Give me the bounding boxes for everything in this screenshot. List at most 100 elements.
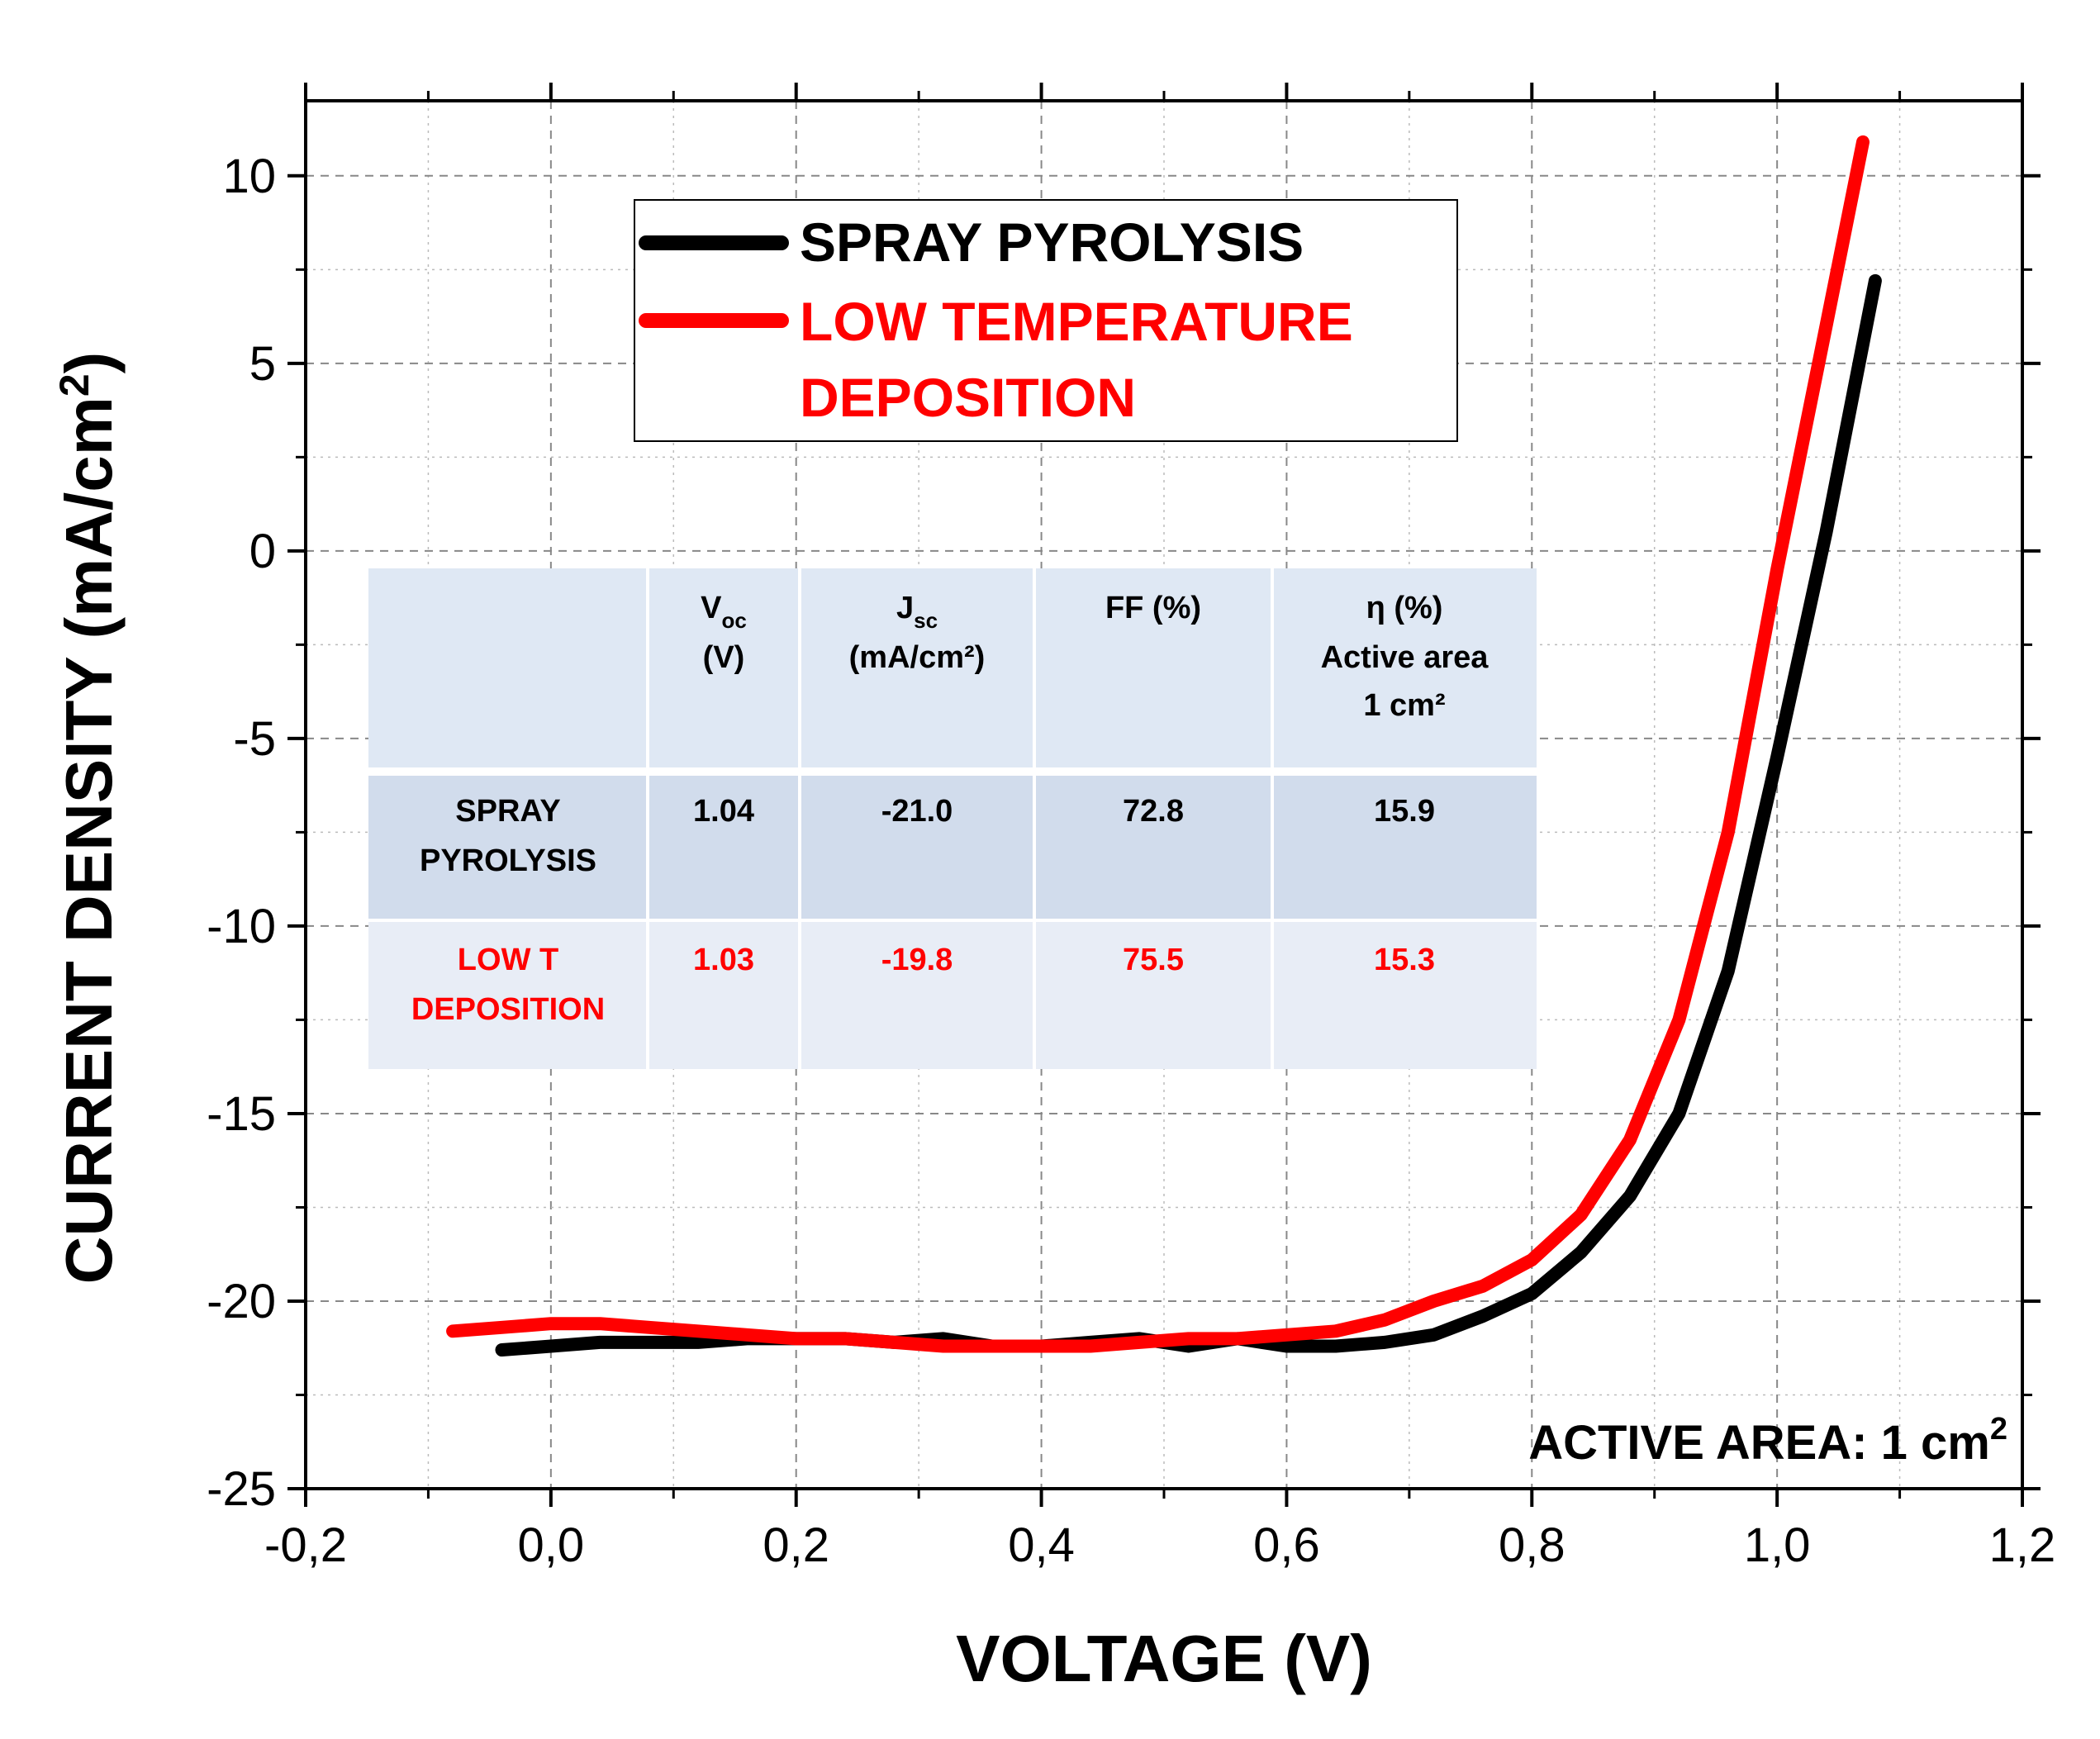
data-point-1 [1040, 1345, 1043, 1347]
data-point-0 [1825, 531, 1827, 534]
data-point-1 [1825, 325, 1827, 327]
data-point-1 [991, 1345, 994, 1347]
data-point-1 [1285, 1333, 1288, 1336]
data-point-0 [1727, 970, 1729, 972]
y-tick-label: -10 [207, 900, 276, 953]
data-point-0 [1678, 1112, 1680, 1114]
data-point-1 [452, 1330, 454, 1333]
legend-label-spray-pyrolysis: SPRAY PYROLYSIS [800, 211, 1304, 273]
data-point-0 [501, 1349, 503, 1351]
table-cell: -21.0 [881, 794, 953, 829]
x-tick-label: 1,2 [1989, 1518, 2056, 1572]
x-axis-title: VOLTAGE (V) [956, 1622, 1372, 1695]
data-point-0 [648, 1341, 650, 1343]
series-layer [446, 135, 1882, 1357]
data-point-1 [942, 1345, 944, 1347]
data-point-1 [648, 1326, 650, 1328]
data-point-0 [1334, 1345, 1337, 1347]
data-point-1 [1089, 1345, 1091, 1347]
data-point-0 [1285, 1345, 1288, 1347]
data-point-1 [1776, 568, 1779, 571]
table-cell: 75.5 [1123, 943, 1184, 977]
table-row-label: DEPOSITION [411, 992, 605, 1027]
y-axis-title-sup: 2 [51, 373, 97, 397]
y-tick-label: 0 [249, 525, 276, 578]
table-header-line3: 1 cm² [1363, 688, 1445, 723]
ticks-layer: -0,2 0,0 0,2 0,4 0,6 0,8 1,0 1,2 -25 -20 -15 -10 -5 0… [207, 83, 2055, 1572]
data-point-0 [942, 1338, 944, 1340]
legend-label-low-temperature-line1: LOW TEMPERATURE [800, 291, 1353, 352]
x-tick-label: 0,6 [1253, 1518, 1320, 1572]
series-line-1 [446, 135, 1870, 1353]
data-point-1 [697, 1330, 699, 1333]
table-row-label: SPRAY [455, 794, 560, 829]
data-point-1 [1481, 1285, 1484, 1287]
table-row-label: PYROLYSIS [420, 843, 596, 878]
table-row-bg [368, 920, 1537, 1069]
table-cell: 1.04 [693, 794, 754, 829]
x-tick-label: 0,2 [763, 1518, 829, 1572]
y-axis-title-end: ) [52, 352, 126, 374]
table-cell: 1.03 [693, 943, 754, 977]
data-point-0 [1776, 756, 1779, 758]
data-point-1 [1237, 1338, 1239, 1340]
data-point-0 [549, 1345, 552, 1347]
data-point-0 [1580, 1251, 1582, 1253]
y-axis-title: CURRENT DENSITY (mA/cm2) [51, 352, 126, 1285]
table-header: Voc [701, 591, 747, 633]
data-point-0 [1874, 279, 1876, 282]
active-area-text: ACTIVE AREA: 1 cm [1528, 1416, 1990, 1470]
x-tick-label: -0,2 [264, 1518, 347, 1572]
table-header-unit: (mA/cm²) [849, 640, 986, 675]
data-point-0 [1432, 1333, 1435, 1336]
data-point-1 [1580, 1214, 1582, 1216]
active-area-sup: 2 [1990, 1412, 2007, 1447]
table-header: Jsc [896, 591, 938, 633]
data-point-0 [1384, 1341, 1386, 1343]
data-point-0 [1481, 1315, 1484, 1318]
table-row-bg [368, 568, 1537, 772]
legend-label-low-temperature-line2: DEPOSITION [800, 367, 1136, 428]
y-tick-label: -20 [207, 1275, 276, 1328]
data-point-0 [599, 1341, 601, 1343]
summary-table: Voc (V) Jsc (mA/cm²) FF (%) η (%) Active area 1… [368, 568, 1537, 1069]
active-area-annotation: ACTIVE AREA: 1 cm2 [1528, 1412, 2007, 1470]
data-point-1 [1678, 1019, 1680, 1021]
data-point-1 [1432, 1300, 1435, 1302]
x-tick-label: 0,4 [1008, 1518, 1075, 1572]
data-point-1 [893, 1341, 896, 1343]
data-point-1 [1138, 1341, 1141, 1343]
x-tick-label: 0,0 [518, 1518, 585, 1572]
data-point-1 [746, 1333, 748, 1336]
data-point-1 [1862, 140, 1864, 143]
data-point-1 [1727, 831, 1729, 834]
data-point-1 [1629, 1138, 1631, 1141]
data-point-0 [697, 1341, 699, 1343]
y-tick-label: 10 [222, 150, 276, 203]
y-axis-title-main: CURRENT DENSITY (mA/cm [52, 397, 126, 1284]
table-cell: -19.8 [881, 943, 953, 977]
table-header: η (%) [1366, 591, 1443, 625]
y-tick-label: -25 [207, 1462, 276, 1516]
table-cell: 15.9 [1374, 794, 1435, 829]
data-point-0 [1629, 1195, 1631, 1197]
data-point-1 [549, 1323, 552, 1325]
data-point-1 [1334, 1330, 1337, 1333]
data-point-0 [1187, 1345, 1190, 1347]
table-row-label: LOW T [458, 943, 558, 977]
table-header-unit: (V) [703, 640, 745, 675]
data-point-1 [599, 1323, 601, 1325]
x-tick-label: 1,0 [1744, 1518, 1811, 1572]
data-point-0 [1531, 1292, 1533, 1295]
legend: SPRAY PYROLYSIS LOW TEMPERATURE DEPOSITI… [634, 199, 1458, 442]
table-row-bg [368, 772, 1537, 920]
data-point-1 [1384, 1319, 1386, 1321]
table-cell: 15.3 [1374, 943, 1435, 977]
x-tick-label: 0,8 [1499, 1518, 1565, 1572]
data-point-1 [1531, 1259, 1533, 1261]
table-header-line2: Active area [1321, 640, 1489, 675]
table-cell: 72.8 [1123, 794, 1184, 829]
y-tick-label: -15 [207, 1087, 276, 1141]
y-tick-label: 5 [249, 337, 276, 391]
